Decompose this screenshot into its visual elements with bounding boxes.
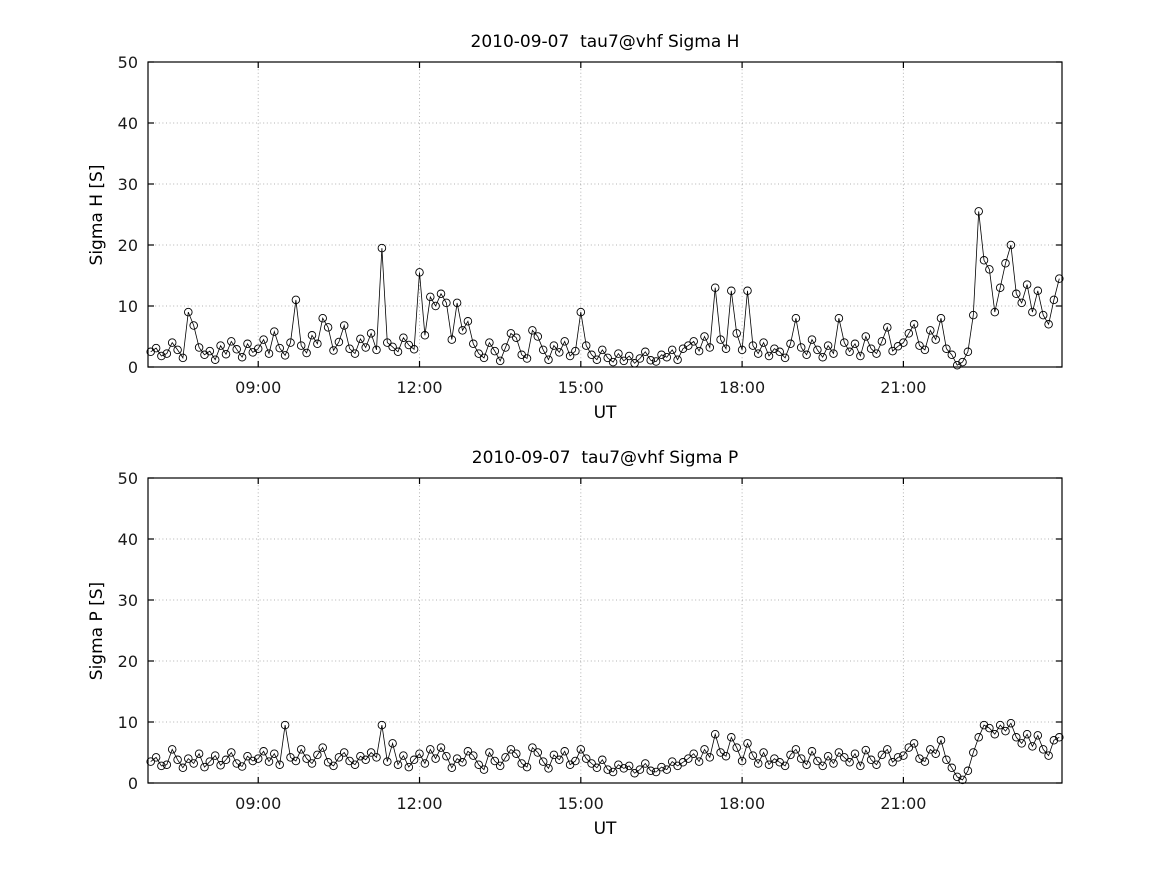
chart-title-sigma-p: 2010-09-07 tau7@vhf Sigma P (471, 448, 739, 468)
svg-text:40: 40 (118, 114, 138, 133)
sigma-p-plot-area: 0 10 20 30 40 50 09:00 12:00 15:00 18:00 21:00 (118, 469, 1064, 813)
svg-text:15:00: 15:00 (558, 378, 604, 397)
x-axis-label-sigma-p: UT (593, 819, 617, 839)
svg-text:10: 10 (118, 297, 138, 316)
x-axis-label-sigma-h: UT (593, 403, 617, 423)
svg-text:20: 20 (118, 652, 138, 671)
svg-text:0: 0 (128, 358, 138, 377)
svg-text:12:00: 12:00 (396, 378, 442, 397)
svg-text:12:00: 12:00 (396, 794, 442, 813)
svg-text:10: 10 (118, 713, 138, 732)
svg-text:20: 20 (118, 236, 138, 255)
svg-text:50: 50 (118, 469, 138, 488)
sigma-h-plot-area: 0 10 20 30 40 50 09:00 12:00 15:00 18:00 21:00 (118, 53, 1064, 397)
svg-text:40: 40 (118, 530, 138, 549)
svg-text:21:00: 21:00 (880, 378, 926, 397)
svg-text:50: 50 (118, 53, 138, 72)
chart-title-sigma-h: 2010-09-07 tau7@vhf Sigma H (470, 32, 740, 52)
svg-text:30: 30 (118, 175, 138, 194)
svg-text:0: 0 (128, 774, 138, 793)
svg-text:15:00: 15:00 (558, 794, 604, 813)
svg-text:09:00: 09:00 (235, 378, 281, 397)
svg-text:18:00: 18:00 (719, 378, 765, 397)
svg-text:21:00: 21:00 (880, 794, 926, 813)
svg-text:18:00: 18:00 (719, 794, 765, 813)
svg-text:30: 30 (118, 591, 138, 610)
svg-text:09:00: 09:00 (235, 794, 281, 813)
